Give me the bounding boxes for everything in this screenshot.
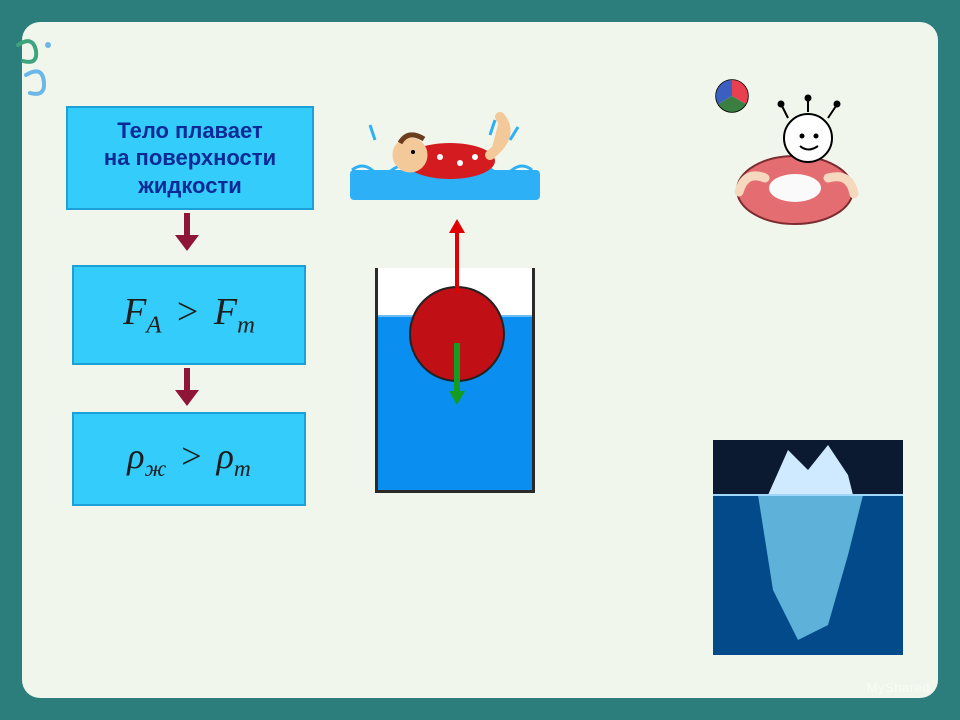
subscript: A xyxy=(146,312,161,339)
sequence-arrow-icon xyxy=(175,368,199,408)
iceberg-photo xyxy=(713,440,903,655)
floating-ball xyxy=(409,286,505,382)
gravity-force-arrow-icon xyxy=(454,343,460,391)
subscript: т xyxy=(237,312,255,339)
formula-forces-box: FA > Fт xyxy=(72,265,306,365)
corner-decoration-icon xyxy=(8,35,63,105)
title-line: на поверхности xyxy=(104,145,276,170)
sequence-arrow-icon xyxy=(175,213,199,253)
subscript: ж xyxy=(145,456,167,482)
operator: > xyxy=(171,291,204,333)
formula-density-box: ρж > ρт xyxy=(72,412,306,506)
symbol: F xyxy=(214,291,237,333)
title-box: Тело плавает на поверхности жидкости xyxy=(66,106,314,210)
subscript: т xyxy=(234,456,251,482)
watermark-text: MyShared xyxy=(867,680,930,695)
title-line: жидкости xyxy=(138,173,242,198)
swimmer-clipart-icon xyxy=(340,85,550,215)
title-line: Тело плавает xyxy=(117,118,263,143)
symbol: ρ xyxy=(217,436,234,476)
buoyancy-force-arrow-icon xyxy=(455,233,459,293)
inner-tube-clipart-icon xyxy=(710,78,875,233)
symbol: F xyxy=(123,291,146,333)
floating-body-diagram xyxy=(375,268,535,493)
slide-frame: Тело плавает на поверхности жидкости FA … xyxy=(0,0,960,720)
operator: > xyxy=(175,436,207,476)
symbol: ρ xyxy=(127,436,144,476)
